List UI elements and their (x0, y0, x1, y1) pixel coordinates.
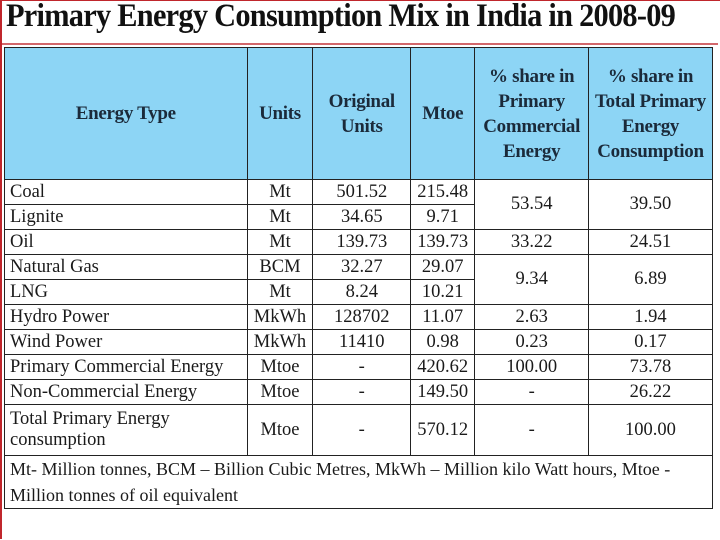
header-mtoe: Mtoe (410, 47, 476, 180)
cell-units: MkWh (246, 329, 314, 355)
table-row: Coal Mt 501.52 215.48 53.54 39.50 (4, 179, 714, 230)
cell-mtoe: 9.71 (410, 204, 476, 230)
cell-mtoe: 10.21 (410, 279, 476, 305)
table-row: Wind Power MkWh 11410 0.98 0.23 0.17 (4, 329, 714, 355)
cell-share-total: 39.50 (587, 179, 714, 230)
cell-units: BCM (246, 254, 314, 280)
cell-original: - (312, 404, 412, 456)
cell-units: Mtoe (246, 404, 314, 456)
footnote-row: Mt- Million tonnes, BCM – Billion Cubic … (4, 455, 713, 509)
cell-energy-type: Coal (4, 179, 248, 205)
cell-share-commercial: 9.34 (474, 254, 589, 305)
cell-share-commercial: 0.23 (474, 329, 589, 355)
header-energy-type: Energy Type (4, 47, 248, 180)
title-divider (2, 43, 718, 45)
cell-share-total: 6.89 (587, 254, 714, 305)
energy-mix-table: Energy Type Units Original Units Mtoe % … (4, 47, 714, 509)
cell-original: 34.65 (312, 204, 412, 230)
cell-share-total: 0.17 (587, 329, 714, 355)
table-row: Hydro Power MkWh 128702 11.07 2.63 1.94 (4, 304, 714, 330)
cell-energy-type: Oil (4, 229, 248, 255)
cell-original: 128702 (312, 304, 412, 330)
header-share-total: % share in Total Primary Energy Consumpt… (587, 47, 714, 180)
cell-energy-type: Hydro Power (4, 304, 248, 330)
table-row: LNG Mt 8.24 10.21 (4, 279, 713, 305)
cell-mtoe: 215.48 (410, 179, 476, 205)
table-row: Lignite Mt 34.65 9.71 (4, 204, 713, 230)
cell-original: 501.52 (312, 179, 412, 205)
header-units: Units (246, 47, 314, 180)
cell-energy-type: Total Primary Energy consumption (4, 404, 248, 456)
cell-original: 139.73 (312, 229, 412, 255)
cell-units: Mt (246, 179, 314, 205)
cell-energy-type: Natural Gas (4, 254, 248, 280)
cell-units: Mt (246, 229, 314, 255)
cell-original: 8.24 (312, 279, 412, 305)
cell-share-commercial: 100.00 (474, 354, 589, 380)
cell-share-commercial: - (474, 379, 589, 405)
cell-share-commercial: 2.63 (474, 304, 589, 330)
cell-energy-type: LNG (4, 279, 248, 305)
units-footnote: Mt- Million tonnes, BCM – Billion Cubic … (4, 455, 713, 509)
cell-units: Mt (246, 204, 314, 230)
cell-original: - (312, 354, 412, 380)
cell-mtoe: 0.98 (410, 329, 476, 355)
table-row: Natural Gas BCM 32.27 29.07 9.34 6.89 (4, 254, 714, 305)
table-header-row: Energy Type Units Original Units Mtoe % … (4, 47, 714, 180)
cell-original: - (312, 379, 412, 405)
cell-units: MkWh (246, 304, 314, 330)
cell-share-commercial: - (474, 404, 589, 456)
table-row: Primary Commercial Energy Mtoe - 420.62 … (4, 354, 714, 380)
cell-original: 11410 (312, 329, 412, 355)
cell-mtoe: 139.73 (410, 229, 476, 255)
cell-mtoe: 11.07 (410, 304, 476, 330)
cell-share-total: 26.22 (587, 379, 714, 405)
cell-mtoe: 420.62 (410, 354, 476, 380)
table-row: Non-Commercial Energy Mtoe - 149.50 - 26… (4, 379, 714, 405)
cell-units: Mtoe (246, 354, 314, 380)
cell-energy-type: Lignite (4, 204, 248, 230)
cell-mtoe: 29.07 (410, 254, 476, 280)
cell-share-commercial: 53.54 (474, 179, 589, 230)
cell-share-total: 100.00 (587, 404, 714, 456)
cell-energy-type: Non-Commercial Energy (4, 379, 248, 405)
cell-energy-type: Primary Commercial Energy (4, 354, 248, 380)
header-original-units: Original Units (312, 47, 412, 180)
cell-mtoe: 570.12 (410, 404, 476, 456)
cell-share-commercial: 33.22 (474, 229, 589, 255)
cell-units: Mtoe (246, 379, 314, 405)
cell-share-total: 24.51 (587, 229, 714, 255)
cell-mtoe: 149.50 (410, 379, 476, 405)
cell-share-total: 73.78 (587, 354, 714, 380)
table-row-total: Total Primary Energy consumption Mtoe - … (4, 404, 714, 456)
cell-units: Mt (246, 279, 314, 305)
cell-energy-type: Wind Power (4, 329, 248, 355)
cell-share-total: 1.94 (587, 304, 714, 330)
cell-original: 32.27 (312, 254, 412, 280)
header-share-commercial: % share in Primary Commercial Energy (474, 47, 589, 180)
table-row: Oil Mt 139.73 139.73 33.22 24.51 (4, 229, 714, 255)
slide-title: Primary Energy Consumption Mix in India … (6, 0, 676, 34)
